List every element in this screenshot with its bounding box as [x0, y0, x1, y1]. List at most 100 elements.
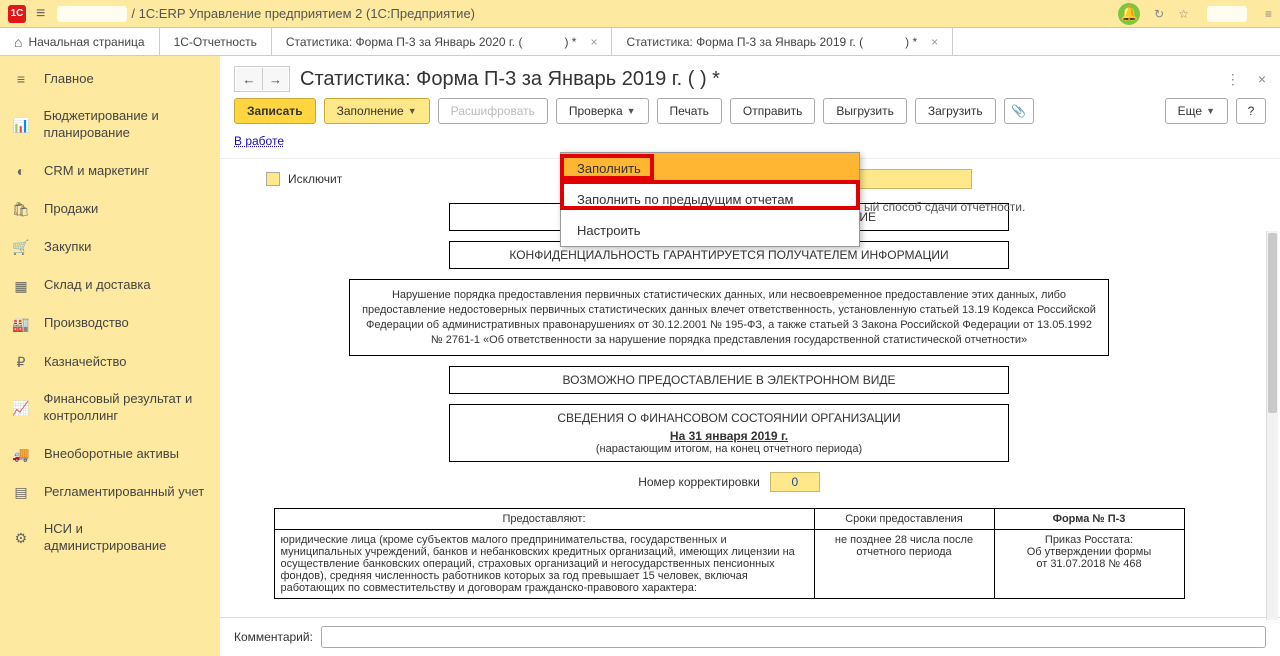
sidebar-label: Внеоборотные активы — [44, 446, 179, 463]
sidebar-item-admin[interactable]: ⚙ НСИ и администрирование — [0, 511, 220, 565]
sidebar-item-purchases[interactable]: 🛒 Закупки — [0, 228, 220, 266]
status-link[interactable]: В работе — [234, 134, 284, 148]
sidebar-item-warehouse[interactable]: ▦ Склад и доставка — [0, 267, 220, 305]
sidebar-item-assets[interactable]: 🚚 Внеоборотные активы — [0, 435, 220, 473]
exclude-checkbox[interactable] — [266, 172, 280, 186]
cart-icon: 🛒 — [12, 238, 30, 256]
tab-label: Статистика: Форма П-3 за Январь 2020 г. … — [286, 35, 523, 49]
comment-input[interactable] — [321, 626, 1266, 648]
favorite-icon[interactable]: ☆ — [1178, 7, 1189, 21]
sidebar-item-budgeting[interactable]: 📊Бюджетирование и планирование — [0, 98, 220, 152]
decode-button[interactable]: Расшифровать — [438, 98, 548, 124]
sidebar-label: Производство — [44, 315, 129, 332]
sidebar-label: Склад и доставка — [44, 277, 151, 294]
sidebar-item-finance[interactable]: 📈Финансовый результат и контроллинг — [0, 381, 220, 435]
legal-text: Нарушение порядка предоставления первичн… — [349, 279, 1109, 356]
sidebar-label: Закупки — [44, 239, 91, 256]
notifications-icon[interactable]: 🔔 — [1118, 3, 1140, 25]
import-button[interactable]: Загрузить — [915, 98, 996, 124]
form-note: (нарастающим итогом, на конец отчетного … — [460, 443, 998, 455]
status-tail-text: ый способ сдачи отчетности. — [864, 200, 1025, 214]
sidebar-label: CRM и маркетинг — [44, 163, 149, 180]
comment-row: Комментарий: — [220, 617, 1280, 656]
ruble-icon: ₽ — [12, 353, 30, 371]
scrollbar-thumb[interactable] — [1268, 233, 1277, 413]
fill-dropdown-button[interactable]: Заполнение ▼ — [324, 98, 430, 124]
close-tab-icon[interactable]: × — [590, 35, 597, 49]
sidebar-label: Продажи — [44, 201, 98, 218]
correction-label: Номер корректировки — [638, 475, 760, 489]
barchart-icon: 📈 — [12, 399, 29, 417]
menu-icon[interactable]: ≡ — [36, 5, 45, 23]
truck-icon: 🚚 — [12, 445, 30, 463]
tab-reporting[interactable]: 1С-Отчетность — [160, 28, 272, 55]
attach-button[interactable]: 📎 — [1004, 98, 1034, 124]
correction-input[interactable] — [770, 472, 820, 492]
form-heading-4: СВЕДЕНИЯ О ФИНАНСОВОМ СОСТОЯНИИ ОРГАНИЗА… — [460, 411, 998, 425]
back-button[interactable]: ← — [236, 68, 262, 90]
page-close-icon[interactable]: × — [1258, 71, 1266, 87]
sidebar-item-production[interactable]: 🏭 Производство — [0, 305, 220, 343]
sidebar-item-treasury[interactable]: ₽ Казначейство — [0, 343, 220, 381]
dropdown-item-configure[interactable]: Настроить — [561, 215, 859, 246]
help-button[interactable]: ? — [1236, 98, 1266, 124]
th-deadline: Сроки предоставления — [814, 509, 994, 530]
exclude-label: Исключит — [288, 172, 342, 186]
app-logo-icon: 1C — [8, 5, 26, 23]
export-button[interactable]: Выгрузить — [823, 98, 907, 124]
sidebar-label: Главное — [44, 71, 94, 88]
write-button[interactable]: Записать — [234, 98, 316, 124]
page-header: ← → Статистика: Форма П-3 за Январь 2019… — [220, 56, 1280, 96]
sidebar-label: Казначейство — [44, 354, 126, 371]
nav-buttons: ← → — [234, 66, 290, 92]
dropdown-item-fill[interactable]: Заполнить — [561, 153, 859, 184]
bag-icon: 🛍 — [12, 200, 30, 218]
td-deadline: не позднее 28 числа после отчетного пери… — [814, 530, 994, 599]
sidebar-label: НСИ и администрирование — [44, 521, 208, 555]
more-button[interactable]: Еще ▼ — [1165, 98, 1228, 124]
page-menu-icon[interactable]: ⋮ — [1226, 71, 1240, 88]
caret-down-icon: ▼ — [408, 106, 417, 116]
caret-down-icon: ▼ — [1206, 106, 1215, 116]
overflow-menu-icon[interactable]: ≡ — [1265, 7, 1272, 21]
tab-stat-2020[interactable]: Статистика: Форма П-3 за Январь 2020 г. … — [272, 28, 613, 55]
check-dropdown-button[interactable]: Проверка ▼ — [556, 98, 649, 124]
correction-row: Номер корректировки — [234, 472, 1224, 492]
dropdown-item-fill-previous[interactable]: Заполнить по предыдущим отчетам — [561, 184, 859, 215]
redacted-block — [57, 6, 127, 22]
nav-sidebar: ≡Главное 📊Бюджетирование и планирование … — [0, 56, 220, 656]
providers-table: Предоставляют: Сроки предоставления Форм… — [274, 508, 1185, 599]
gear-icon: ⚙ — [12, 529, 30, 547]
comment-label: Комментарий: — [234, 630, 313, 644]
order-line: от 31.07.2018 № 468 — [1001, 558, 1178, 570]
print-button[interactable]: Печать — [657, 98, 722, 124]
clip-icon: 📎 — [1011, 104, 1026, 118]
factory-icon: 🏭 — [12, 315, 30, 333]
tab-home[interactable]: ⌂ Начальная страница — [0, 28, 160, 55]
form-date: На 31 января 2019 г. — [460, 429, 998, 443]
tab-suffix: ) * — [905, 35, 917, 49]
order-line: Приказ Росстата: — [1001, 534, 1178, 546]
sidebar-item-crm[interactable]: ◐ CRM и маркетинг — [0, 152, 220, 190]
vertical-scrollbar[interactable] — [1266, 231, 1278, 620]
pie-icon: ◐ — [12, 162, 30, 180]
tab-label: 1С-Отчетность — [174, 35, 257, 49]
sidebar-item-main[interactable]: ≡Главное — [0, 60, 220, 98]
sidebar-item-accounting[interactable]: ▤Регламентированный учет — [0, 473, 220, 511]
grid-icon: ▦ — [12, 277, 30, 295]
sidebar-item-sales[interactable]: 🛍 Продажи — [0, 190, 220, 228]
caret-down-icon: ▼ — [627, 106, 636, 116]
sidebar-label: Бюджетирование и планирование — [43, 108, 208, 142]
history-icon[interactable]: ↻ — [1154, 7, 1164, 21]
send-button[interactable]: Отправить — [730, 98, 816, 124]
tab-stat-2019[interactable]: Статистика: Форма П-3 за Январь 2019 г. … — [612, 28, 953, 55]
app-title: / 1C:ERP Управление предприятием 2 (1С:П… — [131, 6, 1118, 21]
form-heading-3: ВОЗМОЖНО ПРЕДОСТАВЛЕНИЕ В ЭЛЕКТРОННОМ ВИ… — [449, 366, 1009, 394]
main-content: ← → Статистика: Форма П-3 за Январь 2019… — [220, 56, 1280, 656]
close-tab-icon[interactable]: × — [931, 35, 938, 49]
redacted-block — [1207, 6, 1247, 22]
document-tabs: ⌂ Начальная страница 1С-Отчетность Стати… — [0, 28, 1280, 56]
forward-button[interactable]: → — [262, 68, 288, 90]
list-icon: ▤ — [12, 483, 30, 501]
th-form: Форма № П-3 — [994, 509, 1184, 530]
